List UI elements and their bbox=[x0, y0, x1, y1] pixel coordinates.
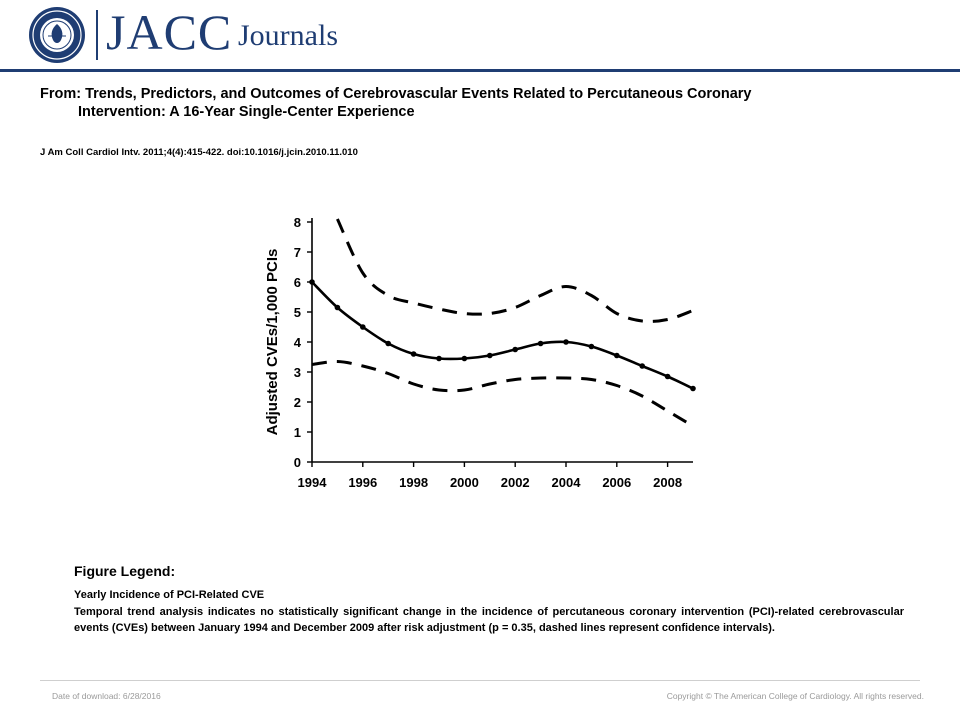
trend-point bbox=[690, 385, 696, 392]
trend-point bbox=[487, 352, 493, 359]
header-rule bbox=[0, 69, 960, 72]
x-tick-label: 2006 bbox=[602, 475, 631, 490]
x-tick-label: 2004 bbox=[552, 475, 582, 490]
trend-point bbox=[537, 340, 544, 347]
lower-confidence-line bbox=[311, 359, 694, 428]
article-title-line-2: Intervention: A 16-Year Single-Center Ex… bbox=[78, 104, 415, 120]
trend-point bbox=[639, 363, 645, 369]
upper-confidence-line bbox=[336, 218, 694, 323]
figure-legend-title: Yearly Incidence of PCI-Related CVE bbox=[74, 589, 265, 601]
copyright-notice: Copyright © The American College of Card… bbox=[666, 691, 924, 701]
trend-point bbox=[461, 355, 468, 362]
y-tick-label: 1 bbox=[294, 425, 301, 440]
x-axis: 1994 1996 1998 2000 2002 2004 2006 2008 bbox=[298, 461, 693, 490]
trend-point bbox=[309, 279, 315, 285]
brand-name: JACC bbox=[106, 4, 233, 60]
figure-legend-body: Temporal trend analysis indicates no sta… bbox=[74, 606, 904, 634]
trend-point bbox=[512, 346, 518, 353]
download-date: Date of download: 6/28/2016 bbox=[52, 691, 161, 701]
y-tick-label: 7 bbox=[294, 245, 301, 260]
y-axis-label: Adjusted CVEs/1,000 PCIs bbox=[264, 249, 281, 436]
x-tick-label: 2000 bbox=[450, 475, 479, 490]
trend-line bbox=[311, 281, 694, 390]
article-title-line-1: From: Trends, Predictors, and Outcomes o… bbox=[40, 86, 752, 102]
y-tick-label: 8 bbox=[294, 215, 301, 230]
trend-point bbox=[410, 351, 417, 357]
x-tick-label: 1994 bbox=[298, 475, 328, 490]
trend-point bbox=[563, 339, 569, 345]
acc-seal-icon bbox=[29, 7, 85, 63]
trend-point bbox=[588, 343, 595, 350]
journal-header: JACC Journals bbox=[0, 0, 960, 72]
brand-divider bbox=[96, 10, 98, 60]
y-tick-label: 5 bbox=[294, 305, 301, 320]
y-tick-label: 3 bbox=[294, 365, 301, 380]
y-axis: 0 1 2 3 4 5 6 7 8 bbox=[294, 215, 313, 470]
y-tick-label: 6 bbox=[294, 275, 301, 290]
article-citation: J Am Coll Cardiol Intv. 2011;4(4):415-42… bbox=[40, 147, 358, 158]
x-tick-label: 2008 bbox=[653, 475, 682, 490]
figure-legend-heading: Figure Legend: bbox=[74, 563, 176, 579]
incidence-chart: 0 1 2 3 4 5 6 7 8 1994 1996 1998 2000 2002 2004 2006 20… bbox=[264, 215, 696, 490]
x-tick-label: 2002 bbox=[501, 475, 530, 490]
y-tick-label: 0 bbox=[294, 455, 301, 470]
trend-point bbox=[436, 355, 442, 362]
series-layer bbox=[309, 218, 696, 428]
footer-rule bbox=[40, 680, 920, 681]
brand-suffix: Journals bbox=[238, 19, 338, 52]
trend-point bbox=[334, 304, 341, 311]
trend-point bbox=[360, 324, 366, 330]
article-title: From: Trends, Predictors, and Outcomes o… bbox=[40, 85, 920, 121]
y-tick-label: 2 bbox=[294, 395, 301, 410]
x-tick-label: 1998 bbox=[399, 475, 428, 490]
trend-point bbox=[385, 340, 391, 347]
trend-point bbox=[664, 373, 671, 380]
trend-point bbox=[614, 352, 620, 359]
y-tick-label: 4 bbox=[294, 335, 302, 350]
x-tick-label: 1996 bbox=[348, 475, 377, 490]
